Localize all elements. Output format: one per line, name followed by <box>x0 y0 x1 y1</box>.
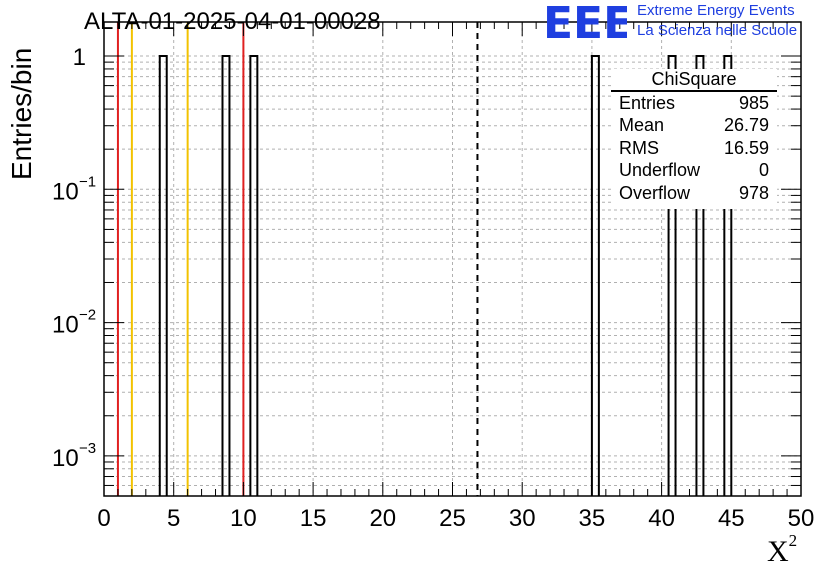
histogram-bin <box>695 55 705 496</box>
stats-label: Overflow <box>619 183 691 203</box>
y-tick-label: 1 <box>73 44 86 71</box>
eee-logo: EEE <box>543 2 627 44</box>
x-axis-label: X2 <box>767 531 797 569</box>
x-axis-label-superscript: 2 <box>788 531 798 550</box>
histogram-bin <box>158 55 168 496</box>
x-tick-label: 0 <box>97 505 110 532</box>
stats-row-rms: RMS 16.59 <box>619 138 769 160</box>
x-tick-label: 50 <box>788 505 815 532</box>
y-tick-label: 10 <box>52 178 79 205</box>
stats-row-mean: Mean 26.79 <box>619 115 769 137</box>
x-tick-label: 35 <box>579 505 606 532</box>
x-axis-label-base: X <box>767 535 789 568</box>
stats-row-overflow: Overflow 978 <box>619 183 769 205</box>
stats-label: RMS <box>619 138 659 158</box>
chart-title: ALTA-01-2025-04-01-00028 <box>84 8 381 35</box>
x-tick-label: 40 <box>648 505 675 532</box>
x-tick-label: 10 <box>230 505 257 532</box>
y-tick-label: 10 <box>52 445 79 472</box>
histogram-bin <box>221 55 231 496</box>
stats-divider <box>611 90 777 92</box>
x-tick-label: 15 <box>300 505 327 532</box>
stats-label: Mean <box>619 115 665 135</box>
histogram-bin <box>249 55 259 496</box>
logo-subtitle-2: La Scienza nelle Scuole <box>637 22 798 39</box>
x-tick-label: 25 <box>439 505 466 532</box>
x-tick-label: 20 <box>369 505 396 532</box>
x-tick-label: 45 <box>718 505 745 532</box>
histogram-bin <box>590 55 600 496</box>
x-tick-label: 5 <box>167 505 180 532</box>
stats-title: ChiSquare <box>651 69 737 89</box>
y-tick-exponent: −1 <box>79 173 96 190</box>
stats-value: 985 <box>738 93 769 113</box>
x-tick-label: 30 <box>509 505 536 532</box>
y-tick-label: 10 <box>52 312 79 339</box>
logo-text: EEE <box>543 2 627 44</box>
stats-label: Entries <box>619 93 676 113</box>
stats-row-underflow: Underflow 0 <box>619 160 769 182</box>
stats-value: 0 <box>758 160 769 180</box>
stats-label: Underflow <box>619 160 701 180</box>
y-tick-exponent: −3 <box>79 440 96 457</box>
stats-row-entries: Entries 985 <box>619 93 769 115</box>
logo-subtitle-1: Extreme Energy Events <box>637 2 795 19</box>
stats-value: 978 <box>738 183 769 203</box>
stats-value: 26.79 <box>723 115 769 135</box>
histogram-bin <box>667 55 677 496</box>
stats-box: ChiSquare Entries 985 Mean 26.79 RMS 16.… <box>611 69 777 209</box>
stats-value: 16.59 <box>723 138 769 158</box>
histogram-bin <box>723 55 733 496</box>
y-axis-label: Entries/bin <box>6 47 37 180</box>
y-tick-exponent: −2 <box>79 307 96 324</box>
